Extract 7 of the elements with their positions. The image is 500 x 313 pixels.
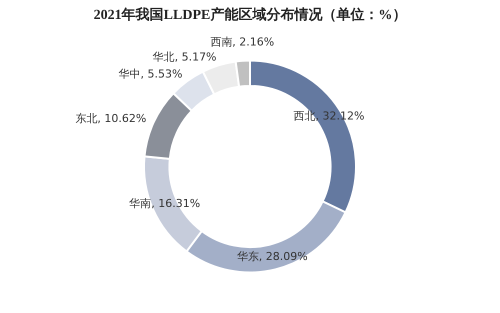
slice-label: 西南, 2.16% [210,35,274,48]
slice-label: 华中, 5.53% [118,68,182,81]
chart-title: 2021年我国LLDPE产能区域分布情况（单位：%） [92,6,408,24]
slice-label: 东北, 10.62% [75,112,146,125]
slice-label: 华南, 16.31% [129,197,200,210]
slice-label: 华北, 5.17% [152,50,217,64]
slice-label: 华东, 28.09% [236,250,308,263]
